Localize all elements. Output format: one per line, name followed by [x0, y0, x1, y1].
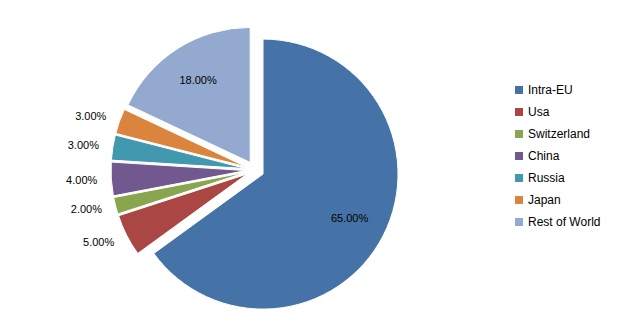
data-label: 2.00%	[71, 203, 102, 215]
legend-label: Usa	[528, 105, 550, 119]
data-label: 3.00%	[68, 139, 99, 151]
data-label: 4.00%	[66, 174, 97, 186]
legend-item: Rest of World	[515, 215, 600, 229]
data-label: 3.00%	[75, 110, 106, 122]
chart-svg: 65.00% 5.00% 2.00% 4.00% 3.00% 3.00% 18.00% Int…	[0, 0, 640, 331]
legend-label: Rest of World	[528, 215, 600, 229]
pie-slice	[128, 27, 250, 162]
legend-label: Intra-EU	[528, 83, 573, 97]
data-label: 65.00%	[331, 212, 369, 224]
legend-item: Switzerland	[515, 127, 590, 141]
legend-swatch	[515, 130, 523, 138]
legend-swatch	[515, 218, 523, 226]
data-label: 5.00%	[83, 236, 114, 248]
legend-item: Usa	[515, 105, 550, 119]
legend-swatch	[515, 86, 523, 94]
legend: Intra-EU Usa Switzerland China Russia Japan Re…	[515, 83, 600, 229]
legend-swatch	[515, 174, 523, 182]
chart-container: 65.00% 5.00% 2.00% 4.00% 3.00% 3.00% 18.00% Int…	[0, 0, 640, 331]
legend-swatch	[515, 196, 523, 204]
legend-label: Russia	[528, 171, 565, 185]
legend-label: Japan	[528, 193, 561, 207]
legend-item: China	[515, 149, 560, 163]
legend-item: Russia	[515, 171, 565, 185]
legend-item: Japan	[515, 193, 561, 207]
data-label: 18.00%	[179, 74, 217, 86]
legend-swatch	[515, 152, 523, 160]
legend-swatch	[515, 108, 523, 116]
legend-label: China	[528, 149, 560, 163]
pie-group: 65.00% 5.00% 2.00% 4.00% 3.00% 3.00% 18.00%	[66, 27, 398, 309]
legend-item: Intra-EU	[515, 83, 573, 97]
legend-label: Switzerland	[528, 127, 590, 141]
